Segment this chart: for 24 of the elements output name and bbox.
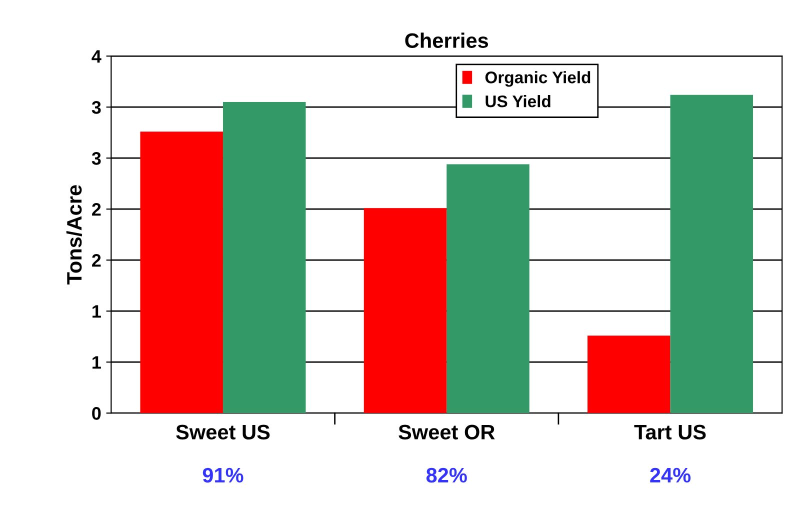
legend-label: US Yield — [486, 95, 550, 108]
bar — [140, 132, 223, 414]
bar — [364, 208, 447, 414]
legend-label: Organic Yield — [485, 71, 590, 87]
y-tick-label: 2 — [92, 203, 101, 216]
y-axis-title: Tons/Acre — [66, 185, 82, 285]
y-tick-label: 1 — [92, 356, 101, 369]
x-tick-label: Tart US — [634, 424, 706, 440]
x-tick-label: Sweet OR — [398, 424, 495, 440]
text: 82% — [426, 468, 467, 483]
y-tick-label: 3 — [92, 101, 101, 114]
y-tick-label: 0 — [92, 407, 101, 420]
x-tick-label: Sweet US — [176, 424, 270, 440]
chart-title: Cherries — [405, 32, 488, 48]
text: 91% — [202, 468, 244, 483]
bar — [670, 94, 754, 414]
bar — [222, 102, 306, 414]
y-tick-label: 1 — [92, 305, 101, 318]
bar — [588, 336, 670, 414]
y-tick-label: 3 — [92, 152, 101, 165]
bar — [446, 164, 530, 414]
y-tick-label: 4 — [92, 50, 102, 63]
y-tick-label: 2 — [92, 254, 101, 267]
text: 24% — [650, 468, 691, 483]
